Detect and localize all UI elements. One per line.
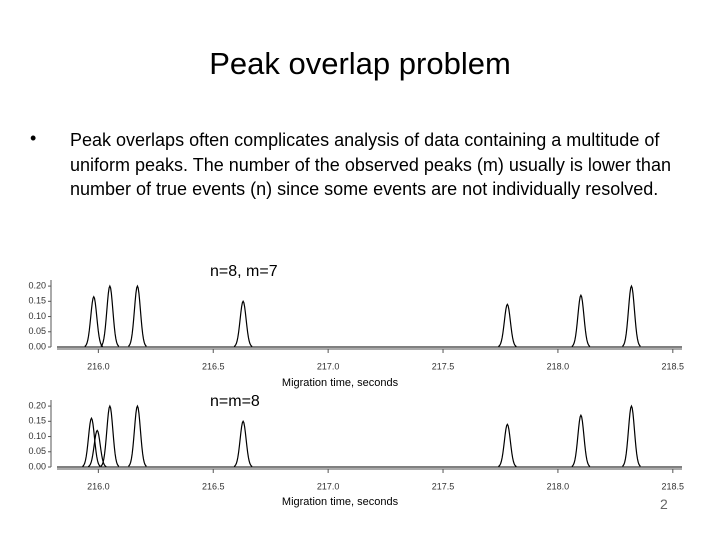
annotation: n=m=8: [210, 393, 260, 410]
y-tick-label: 0.10: [28, 311, 46, 321]
x-axis-label: Migration time, seconds: [282, 496, 399, 508]
peak: [128, 284, 147, 347]
x-tick-label: 218.0: [547, 481, 570, 491]
x-tick-label: 217.0: [317, 361, 340, 371]
x-tick-label: 218.0: [547, 361, 570, 371]
y-tick-label: 0.00: [28, 341, 46, 351]
y-tick-label: 0.10: [28, 431, 46, 441]
peak: [233, 300, 253, 347]
x-tick-label: 216.0: [87, 361, 110, 371]
y-tick-label: 0.00: [28, 461, 46, 471]
peak: [82, 416, 101, 467]
peak: [498, 423, 517, 468]
peak: [128, 404, 147, 467]
bullet-text: Peak overlaps often complicates analysis…: [70, 130, 671, 199]
peak: [498, 303, 517, 348]
y-tick-label: 0.15: [28, 296, 46, 306]
x-tick-label: 218.5: [662, 361, 685, 371]
peak: [100, 284, 120, 347]
peak: [571, 293, 591, 347]
x-tick-label: 217.0: [317, 481, 340, 491]
x-axis-label: Migration time, seconds: [282, 377, 399, 389]
y-tick-label: 0.05: [28, 446, 46, 456]
y-tick-label: 0.05: [28, 326, 46, 336]
y-tick-label: 0.15: [28, 416, 46, 426]
peak: [100, 404, 120, 467]
bullet-marker: •: [30, 128, 37, 148]
annotation: n=8, m=7: [210, 263, 278, 280]
x-tick-label: 218.5: [662, 481, 685, 491]
peak: [84, 295, 104, 347]
x-tick-label: 217.5: [432, 361, 455, 371]
y-tick-label: 0.20: [28, 280, 46, 290]
peak: [233, 420, 253, 467]
peak: [622, 284, 641, 347]
x-tick-label: 216.0: [87, 481, 110, 491]
x-tick-label: 216.5: [202, 361, 225, 371]
x-tick-label: 217.5: [432, 481, 455, 491]
y-tick-label: 0.20: [28, 400, 46, 410]
peak: [571, 413, 591, 467]
page-number: 2: [660, 496, 668, 512]
x-tick-label: 216.5: [202, 481, 225, 491]
slide-title: Peak overlap problem: [209, 46, 511, 81]
peak: [622, 404, 641, 467]
